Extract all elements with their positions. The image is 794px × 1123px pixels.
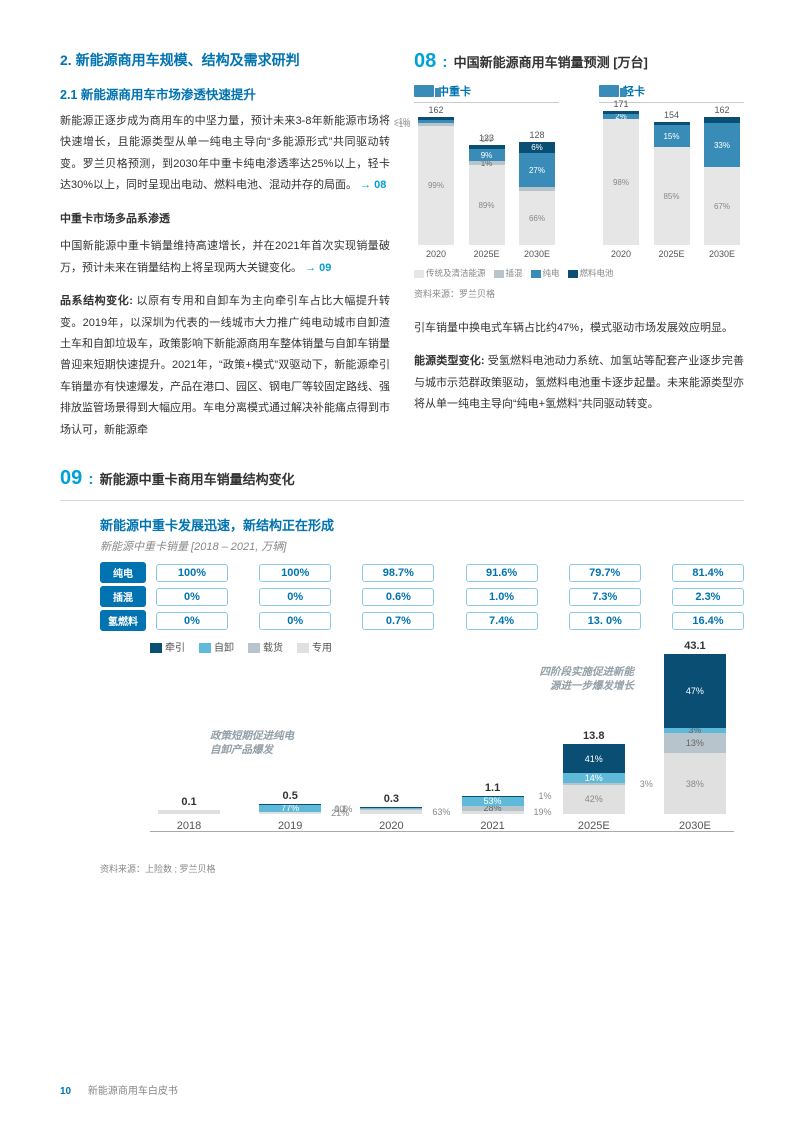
book-title: 新能源商用车白皮书	[88, 1086, 178, 1097]
chart08: 中重卡 16299%<1%<1%202012389%1%9%1%2025E128…	[414, 83, 744, 300]
chart09-subtitle: 新能源中重卡发展迅速，新结构正在形成	[100, 515, 744, 534]
chart09-bars-area: 政策短期促进纯电 自卸产品爆发 四阶段实施促进新能 源进一步爆发增长 0.120…	[150, 660, 734, 850]
mid-heading: 中重卡市场多品系渗透	[60, 209, 390, 230]
p3-label: 品系结构变化:	[60, 295, 133, 307]
chart09-num: 09	[60, 467, 82, 490]
p3-text: 以原有专用和自卸车为主向牵引车占比大幅提升转变。2019年，以深圳为代表的一线城…	[60, 295, 390, 436]
page-footer: 10 新能源商用车白皮书	[60, 1082, 178, 1097]
page-number: 10	[60, 1086, 71, 1097]
chart08-colon: :	[442, 54, 447, 72]
section-title: 2. 新能源商用车规模、结构及需求研判	[60, 50, 390, 70]
link-09[interactable]: → 09	[305, 262, 331, 274]
group-b-label: 轻卡	[623, 83, 645, 99]
link-08[interactable]: → 08	[360, 179, 386, 191]
chart08-source: 资料来源：罗兰贝格	[414, 287, 744, 300]
top-two-column: 2. 新能源商用车规模、结构及需求研判 2.1 新能源商用车市场渗透快速提升 新…	[60, 50, 744, 453]
p1-text: 新能源正逐步成为商用车的中坚力量，预计未来3-8年新能源市场将快速增长，且能源类…	[60, 115, 390, 191]
truck-icon	[414, 85, 434, 97]
chart09-header: 09 : 新能源中重卡商用车销量结构变化	[60, 467, 744, 490]
right-column: 08 : 中国新能源商用车销量预测 [万台] 中重卡 16299%<1%<1%2…	[414, 50, 744, 453]
subsection-title: 2.1 新能源商用车市场渗透快速提升	[60, 84, 390, 103]
chart08-header: 08 : 中国新能源商用车销量预测 [万台]	[414, 50, 744, 73]
truck-icon	[599, 85, 619, 97]
chart09-section: 09 : 新能源中重卡商用车销量结构变化 新能源中重卡发展迅速，新结构正在形成 …	[60, 467, 744, 875]
left-column: 2. 新能源商用车规模、结构及需求研判 2.1 新能源商用车市场渗透快速提升 新…	[60, 50, 390, 453]
paragraph-1: 新能源正逐步成为商用车的中坚力量，预计未来3-8年新能源市场将快速增长，且能源类…	[60, 111, 390, 197]
chart08-group-a: 中重卡 16299%<1%<1%202012389%1%9%1%2025E128…	[414, 83, 559, 259]
paragraph-3: 品系结构变化: 以原有专用和自卸车为主向牵引车占比大幅提升转变。2019年，以深…	[60, 291, 390, 441]
paragraph-2: 中国新能源中重卡销量维持高速增长，并在2021年首次实现销量破万，预计未来在销量…	[60, 236, 390, 279]
chart09-title: 新能源中重卡商用车销量结构变化	[100, 469, 295, 488]
chart09-caption: 新能源中重卡销量 [2018 – 2021, 万辆]	[100, 538, 744, 554]
chart09-legend: 牵引自卸载货专用	[150, 639, 744, 654]
chart08-legend: 传统及清洁能源插混纯电燃料电池	[414, 267, 744, 279]
col2-p2-label: 能源类型变化:	[414, 355, 485, 367]
chart08-num: 08	[414, 50, 436, 73]
col2-p2: 能源类型变化: 受氢燃料电池动力系统、加氢站等配套产业逐步完善与城市示范群政策驱…	[414, 351, 744, 415]
chart09-pct-table: 纯电100%100%98.7%91.6%79.7%81.4%插混0%0%0.6%…	[100, 562, 744, 631]
group-a-label: 中重卡	[438, 83, 471, 99]
col2-p1: 引车销量中换电式车辆占比约47%，模式驱动市场发展效应明显。	[414, 318, 744, 339]
chart08-title: 中国新能源商用车销量预测 [万台]	[454, 52, 648, 71]
chart08-group-b: 轻卡 17198%2%202015485%15%2025E16267%33%20…	[599, 83, 744, 259]
chart09-source: 资料来源：上险数 ; 罗兰贝格	[100, 862, 744, 875]
p2-text: 中国新能源中重卡销量维持高速增长，并在2021年首次实现销量破万，预计未来在销量…	[60, 240, 390, 273]
